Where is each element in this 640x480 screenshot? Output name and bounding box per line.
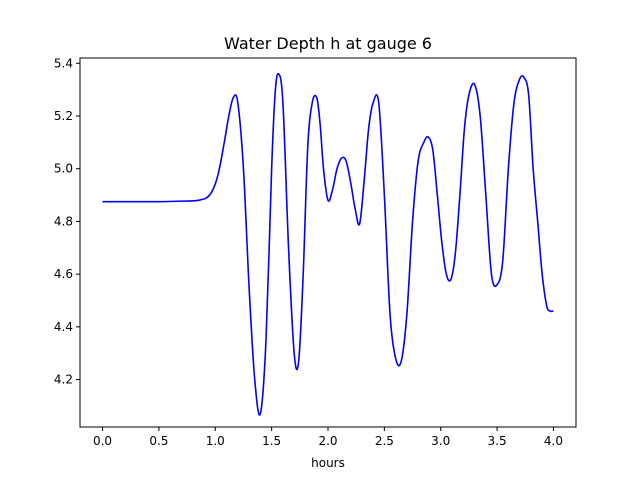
x-tick-label: 3.5: [488, 434, 507, 448]
x-tick-label: 2.5: [375, 434, 394, 448]
y-tick-label: 4.4: [54, 320, 73, 334]
chart-title: Water Depth h at gauge 6: [224, 34, 432, 53]
y-tick-label: 4.8: [54, 214, 73, 228]
x-tick-label: 1.0: [206, 434, 225, 448]
y-tick-label: 5.4: [54, 56, 73, 70]
x-tick-label: 1.5: [262, 434, 281, 448]
y-tick-label: 4.6: [54, 267, 73, 281]
y-tick-label: 5.0: [54, 162, 73, 176]
plot-area: [79, 57, 577, 428]
x-tick-label: 0.0: [93, 434, 112, 448]
x-tick-label: 4.0: [544, 434, 563, 448]
series-line: [102, 72, 554, 416]
axes-frame: [79, 57, 577, 428]
x-axis-label: hours: [311, 456, 345, 470]
x-axis: 0.0 0.5 1.0 1.5 2.0 2.5 3.0 3.5 4.0: [93, 427, 563, 448]
x-tick-label: 0.5: [149, 434, 168, 448]
x-tick-label: 3.0: [431, 434, 450, 448]
x-tick-label: 2.0: [318, 434, 337, 448]
y-axis: 4.2 4.4 4.6 4.8 5.0 5.2 5.4: [54, 56, 80, 387]
y-tick-label: 4.2: [54, 373, 73, 387]
series-layer: [102, 72, 554, 416]
y-tick-label: 5.2: [54, 109, 73, 123]
